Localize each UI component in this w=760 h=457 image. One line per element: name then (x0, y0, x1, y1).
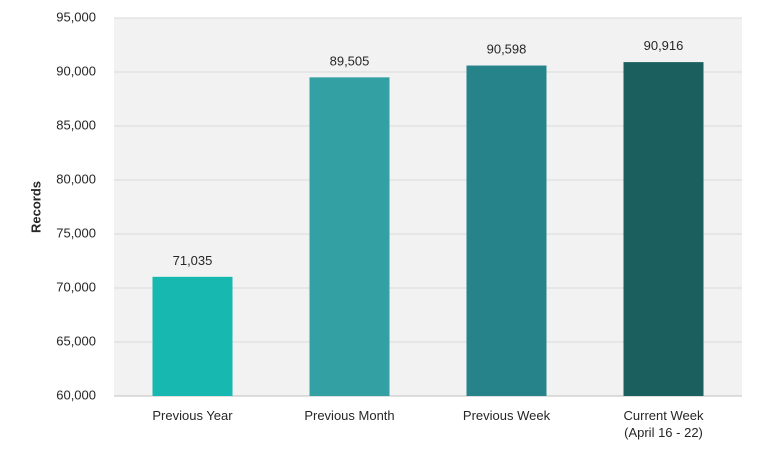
y-tick-label: 90,000 (56, 63, 96, 78)
y-axis-label: Records (28, 181, 43, 233)
x-axis-ticks: Previous Year Previous Month Previous Week… (152, 408, 704, 440)
x-tick-label: Current Week (624, 408, 704, 423)
data-label: 90,598 (487, 42, 527, 57)
y-tick-label: 75,000 (56, 225, 96, 240)
bar (152, 276, 233, 396)
bar (623, 62, 704, 396)
x-tick-label: Previous Year (152, 408, 233, 423)
x-tick-label: Previous Week (463, 408, 551, 423)
y-tick-label: 80,000 (56, 171, 96, 186)
y-tick-label: 60,000 (56, 387, 96, 402)
bar (466, 65, 547, 397)
x-tick-label: Previous Month (304, 408, 394, 423)
bar (309, 77, 390, 396)
data-label: 89,505 (330, 53, 370, 68)
data-label: 71,035 (173, 253, 213, 268)
y-tick-label: 70,000 (56, 279, 96, 294)
y-tick-label: 65,000 (56, 333, 96, 348)
x-tick-label: (April 16 - 22) (624, 425, 703, 440)
y-tick-label: 85,000 (56, 117, 96, 132)
y-tick-label: 95,000 (56, 9, 96, 24)
y-axis-ticks: 60,000 65,000 70,000 75,000 80,000 85,000 90,0… (56, 9, 96, 402)
data-labels: 71,035 89,505 90,598 90,916 (173, 38, 684, 268)
data-label: 90,916 (644, 38, 684, 53)
bars (152, 62, 704, 397)
